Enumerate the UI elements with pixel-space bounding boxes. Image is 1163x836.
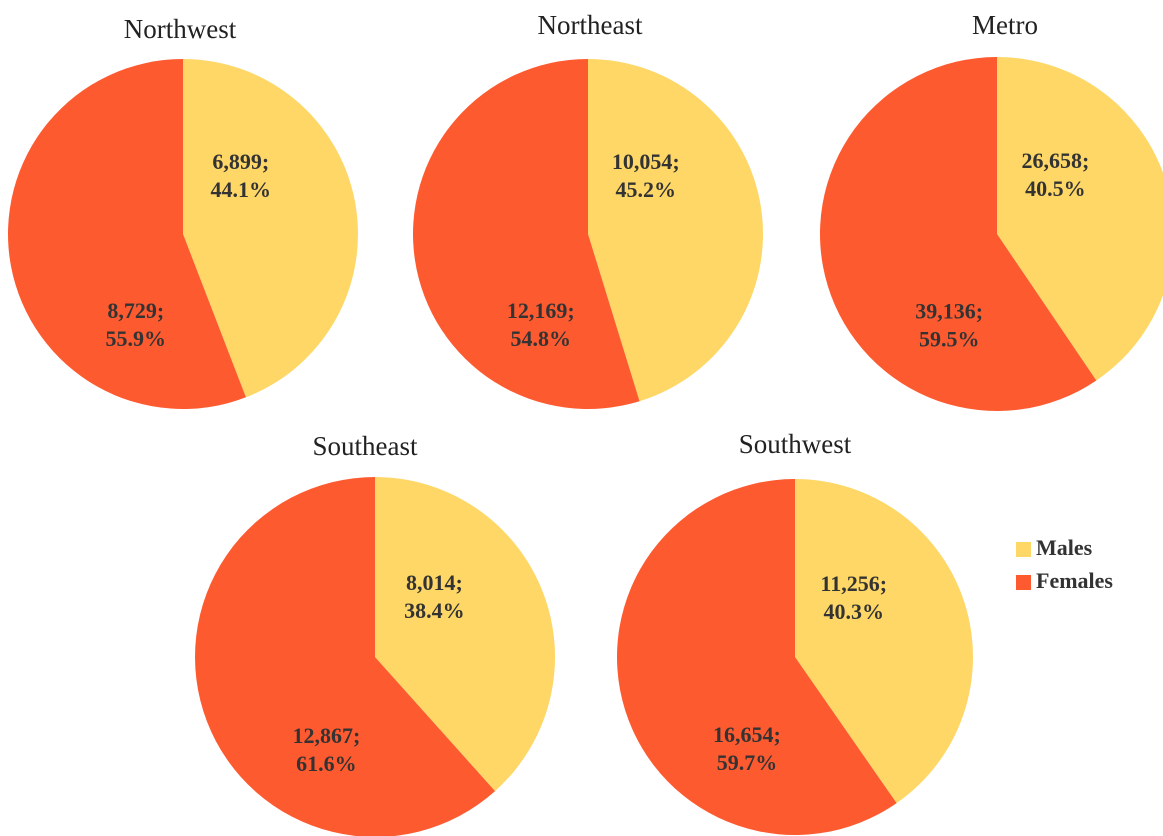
value-label: 10,054; [612,149,680,174]
percent-label: 59.5% [919,327,980,352]
pie-title: Northwest [124,14,237,44]
value-label: 39,136; [915,299,983,324]
percent-label: 59.7% [717,750,778,775]
legend-swatch [1016,575,1031,590]
percent-label: 45.2% [616,177,677,202]
legend-label: Females [1036,568,1113,593]
legend-swatch [1016,542,1031,557]
percent-label: 40.5% [1025,176,1086,201]
value-label: 8,014; [406,570,463,595]
percent-label: 44.1% [211,177,272,202]
pie-slice [588,59,763,402]
pie-slice [412,59,640,409]
value-label: 11,256; [820,571,887,596]
pie-slice [617,479,897,836]
percent-label: 61.6% [296,751,357,776]
value-label: 12,169; [507,298,575,323]
percent-label: 55.9% [106,326,167,351]
pie-slice [183,59,358,398]
value-label: 8,729; [107,298,164,323]
pie-title: Southwest [739,429,852,459]
percent-label: 54.8% [511,326,572,351]
pie-slice [375,477,556,792]
pie-slice [819,57,1097,411]
value-label: 16,654; [713,722,781,747]
legend-label: Males [1036,535,1093,560]
percent-label: 38.4% [404,598,465,623]
pie-slice [997,57,1163,381]
pie-slice [795,479,973,804]
value-label: 12,867; [292,723,360,748]
pie-title: Northeast [538,10,643,40]
pie-slice [195,477,496,836]
value-label: 6,899; [212,149,269,174]
pie-title: Metro [972,10,1038,40]
value-label: 26,658; [1021,148,1089,173]
pie-slice [7,59,246,410]
percent-label: 40.3% [823,599,884,624]
pie-title: Southeast [313,431,418,461]
